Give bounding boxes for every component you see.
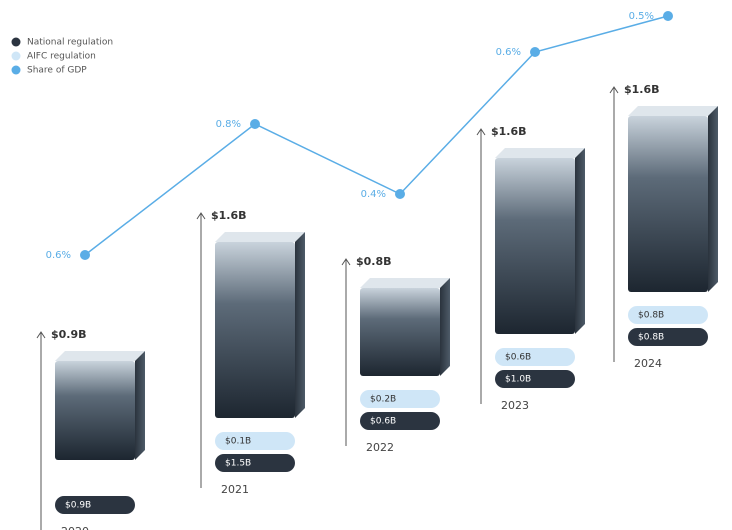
aifc-pill bbox=[360, 390, 440, 408]
bar-side bbox=[708, 106, 718, 292]
legend-swatch bbox=[11, 65, 21, 75]
bar-top bbox=[495, 148, 585, 158]
arrow-head bbox=[476, 128, 486, 136]
gdp-point bbox=[663, 11, 673, 21]
gdp-point bbox=[395, 189, 405, 199]
total-label: $1.6B bbox=[211, 209, 247, 222]
national-label: $0.6B bbox=[370, 417, 396, 427]
bar-top bbox=[55, 351, 145, 361]
national-label: $1.5B bbox=[225, 459, 251, 469]
national-label: $0.9B bbox=[65, 501, 91, 511]
national-pill bbox=[360, 412, 440, 430]
gdp-label: 0.4% bbox=[361, 189, 386, 200]
total-label: $0.9B bbox=[51, 328, 87, 341]
gdp-label: 0.6% bbox=[496, 47, 521, 58]
bar bbox=[55, 361, 135, 460]
bar bbox=[628, 116, 708, 292]
legend: National regulation AIFC regulation Share … bbox=[11, 37, 113, 76]
aifc-label: $0.2B bbox=[370, 395, 396, 405]
national-pill bbox=[215, 454, 295, 472]
arrow-head bbox=[36, 331, 46, 339]
national-label: $0.8B bbox=[638, 333, 664, 343]
national-pill bbox=[628, 328, 708, 346]
bar bbox=[360, 288, 440, 376]
bar-top bbox=[360, 278, 450, 288]
gdp-label: 0.8% bbox=[216, 119, 241, 130]
aifc-label: $0.6B bbox=[505, 353, 531, 363]
arrow-head bbox=[196, 212, 206, 220]
legend-swatch bbox=[11, 37, 21, 47]
legend-label: AIFC regulation bbox=[27, 52, 96, 62]
year-label: 2021 bbox=[221, 483, 249, 496]
aifc-label: $0.1B bbox=[225, 437, 251, 447]
year-label: 2020 bbox=[61, 525, 89, 530]
total-label: $1.6B bbox=[624, 83, 660, 96]
national-pill bbox=[55, 496, 135, 514]
bar bbox=[215, 242, 295, 418]
aifc-label: $0.8B bbox=[638, 311, 664, 321]
national-pill bbox=[495, 370, 575, 388]
total-label: $0.8B bbox=[356, 255, 392, 268]
national-label: $1.0B bbox=[505, 375, 531, 385]
aifc-pill bbox=[628, 306, 708, 324]
bar-top bbox=[628, 106, 718, 116]
arrow-head bbox=[609, 86, 619, 94]
legend-swatch bbox=[11, 51, 21, 61]
bar-side bbox=[295, 232, 305, 418]
aifc-pill bbox=[495, 348, 575, 366]
year-label: 2022 bbox=[366, 441, 394, 454]
bar bbox=[495, 158, 575, 334]
aifc-pill bbox=[215, 432, 295, 450]
year-label: 2023 bbox=[501, 399, 529, 412]
bar-side bbox=[440, 278, 450, 376]
year-label: 2024 bbox=[634, 357, 662, 370]
gdp-point bbox=[80, 250, 90, 260]
arrow-head bbox=[341, 258, 351, 266]
legend-label: Share of GDP bbox=[27, 66, 87, 76]
total-label: $1.6B bbox=[491, 125, 527, 138]
bar-top bbox=[215, 232, 305, 242]
gdp-point bbox=[530, 47, 540, 57]
gdp-label: 0.5% bbox=[629, 11, 654, 22]
bar-side bbox=[575, 148, 585, 334]
gdp-label: 0.6% bbox=[46, 250, 71, 261]
gdp-point bbox=[250, 119, 260, 129]
bar-side bbox=[135, 351, 145, 460]
legend-label: National regulation bbox=[27, 38, 113, 48]
